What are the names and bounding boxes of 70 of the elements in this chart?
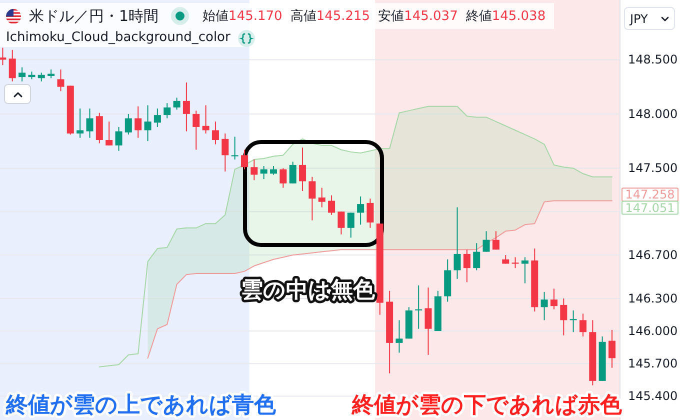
candlestick xyxy=(124,113,132,136)
candlestick xyxy=(57,68,64,92)
y-tick-label: 145.700 xyxy=(628,356,678,371)
annotation: 終値145.038 xyxy=(466,9,546,24)
annotation: 高値145.215 xyxy=(290,9,370,24)
candlestick xyxy=(579,313,586,337)
candlestick xyxy=(106,121,113,146)
candlestick xyxy=(540,291,548,321)
candlestick xyxy=(192,110,200,150)
candlestick xyxy=(318,187,326,208)
candlestick xyxy=(202,104,210,134)
candlestick xyxy=(482,230,490,252)
candlestick xyxy=(240,149,248,170)
candlestick xyxy=(550,288,558,310)
annotation: 終値が雲の上であれば青色 xyxy=(5,393,277,418)
currency-dropdown: JPY xyxy=(624,7,675,30)
candlestick xyxy=(308,176,316,221)
candlestick xyxy=(357,196,364,226)
annotation: 終値が雲の下であれば赤色 xyxy=(351,393,623,418)
candlestick xyxy=(212,121,219,145)
candlestick xyxy=(289,161,296,184)
line-series xyxy=(147,200,612,359)
candlestick xyxy=(86,108,94,138)
y-tick-label: 146.000 xyxy=(628,324,678,338)
y-tick-label: 145.400 xyxy=(628,389,678,404)
candlestick xyxy=(415,284,422,330)
annotation: 始値145.170 xyxy=(202,9,282,24)
text: 147.258 xyxy=(625,188,675,202)
candlestick xyxy=(424,287,432,356)
candlestick xyxy=(570,310,577,333)
candlestick xyxy=(454,206,461,280)
candlestick xyxy=(463,249,470,283)
candlestick xyxy=(154,108,161,128)
candlestick xyxy=(173,97,180,110)
candlestick xyxy=(260,166,268,180)
y-tick-label: 146.300 xyxy=(628,291,678,306)
candlestick xyxy=(231,136,238,160)
text: Ichimoku_Cloud_background_color xyxy=(6,30,230,46)
candlestick xyxy=(560,298,568,336)
y-tick-label: 147.500 xyxy=(628,161,678,176)
text: 147.051 xyxy=(625,200,675,215)
y-tick-label: 148.500 xyxy=(628,52,678,67)
candlestick xyxy=(521,256,528,284)
annotation: 安値145.037 xyxy=(378,9,458,24)
candlestick xyxy=(134,106,142,138)
candlestick xyxy=(512,256,519,269)
y-tick-label: 146.700 xyxy=(628,248,678,262)
candlestick xyxy=(182,82,190,132)
candlestick xyxy=(347,212,354,238)
candlestick xyxy=(608,329,616,368)
candlestick xyxy=(396,320,403,354)
text: 米ドル／円・1時間 xyxy=(29,6,159,26)
candlestick xyxy=(96,112,103,144)
candlestick xyxy=(492,230,500,250)
candlestick xyxy=(299,147,306,192)
candlestick xyxy=(280,168,287,188)
candlestick xyxy=(8,49,16,82)
candlestick xyxy=(115,126,122,152)
candlestick xyxy=(222,132,229,172)
y-tick-label: 148.000 xyxy=(628,106,678,121)
candlestick xyxy=(473,242,480,271)
candlestick xyxy=(250,159,258,181)
annotation: 雲の中は無色 xyxy=(241,278,376,303)
candlestick xyxy=(338,211,345,235)
candlestick xyxy=(328,194,336,216)
candlestick xyxy=(144,104,152,142)
candlestick xyxy=(18,66,26,82)
candlestick xyxy=(366,198,374,228)
candlestick xyxy=(76,108,84,138)
candlestick xyxy=(164,102,171,119)
